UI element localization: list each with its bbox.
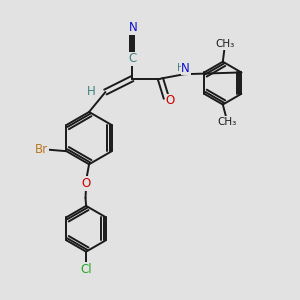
Text: O: O [165, 94, 175, 107]
Text: N: N [181, 62, 190, 75]
Text: CH₃: CH₃ [215, 39, 235, 49]
Text: H: H [177, 63, 184, 73]
Text: O: O [81, 177, 90, 190]
Text: H: H [87, 85, 95, 98]
Text: C: C [129, 52, 137, 65]
Text: CH₃: CH₃ [218, 117, 237, 127]
Text: N: N [128, 21, 137, 34]
Text: Cl: Cl [80, 263, 92, 276]
Text: Br: Br [35, 143, 48, 156]
